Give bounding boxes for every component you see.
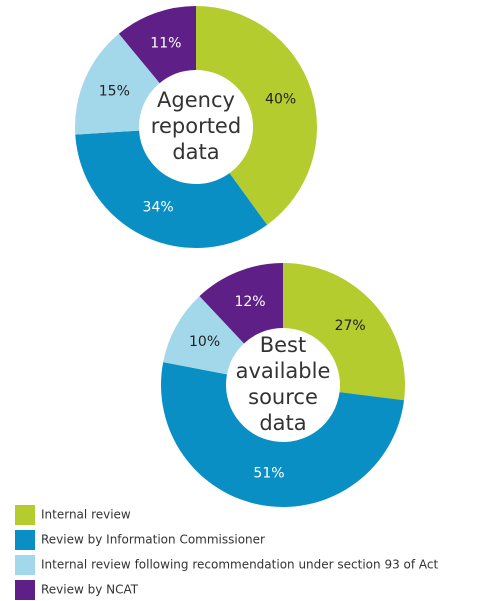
donut-slice	[196, 6, 317, 225]
donut-slice	[283, 263, 405, 401]
legend-label: Review by NCAT	[41, 583, 139, 597]
donut-slice	[75, 33, 160, 135]
slice-label: 11%	[150, 35, 181, 51]
slice-label: 15%	[99, 84, 130, 100]
legend-label: Internal review	[41, 508, 131, 522]
center-label-line: data	[172, 140, 219, 164]
center-label-line: source	[248, 385, 318, 409]
center-label-line: available	[236, 359, 331, 383]
slice-label: 34%	[143, 200, 174, 216]
legend-swatch	[15, 505, 35, 525]
donut-slice	[160, 362, 405, 508]
legend-label: Review by Information Commissioner	[41, 533, 265, 547]
center-label-line: reported	[151, 114, 241, 138]
center-label: Best available source data	[236, 333, 331, 435]
legend-swatch	[15, 530, 35, 550]
slice-label: 27%	[335, 318, 366, 334]
donut-slice	[199, 263, 283, 344]
donut-slice	[118, 6, 196, 84]
legend-swatch	[15, 555, 35, 575]
center-label: Agency reported data	[151, 88, 241, 164]
legend-swatch	[15, 580, 35, 600]
donut-slice	[75, 130, 268, 248]
slice-label: 40%	[265, 91, 296, 107]
center-label-line: Agency	[157, 88, 235, 112]
legend-label: Internal review following recommendation…	[41, 558, 439, 572]
slice-label: 51%	[253, 465, 284, 481]
slice-label: 10%	[189, 334, 220, 350]
center-label-line: data	[259, 411, 306, 435]
donut-slice	[163, 296, 244, 375]
center-label-line: Best	[260, 333, 307, 357]
slice-label: 12%	[234, 294, 265, 310]
